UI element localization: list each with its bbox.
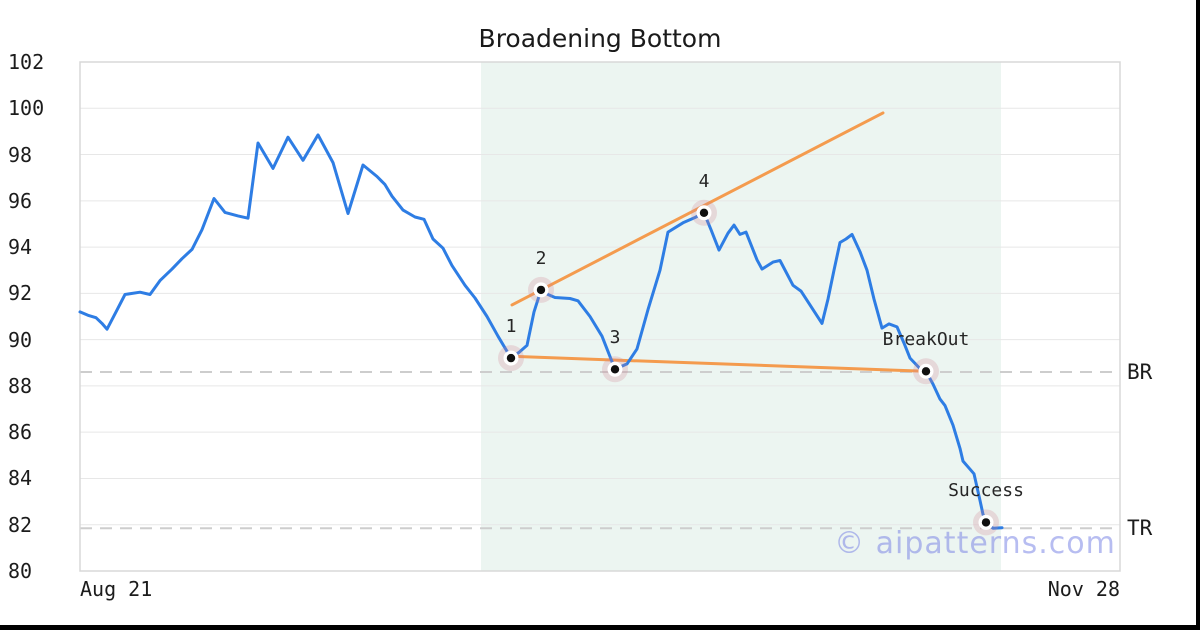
marker-dot-3 <box>610 365 620 374</box>
marker-label-4: 4 <box>698 170 710 192</box>
plot-border <box>79 61 1121 572</box>
y-tick-label: 90 <box>8 327 33 352</box>
marker-label-success: Success <box>948 480 1024 502</box>
y-tick-label: 94 <box>8 235 33 260</box>
y-tick-label: 92 <box>8 281 33 306</box>
x-tick-label-end: Nov 28 <box>1047 577 1120 601</box>
y-tick-label: 96 <box>8 188 33 213</box>
y-tick-label: 88 <box>8 373 33 398</box>
marker-dot-breakout <box>921 367 931 376</box>
y-tick-label: 100 <box>8 96 45 121</box>
watermark: © aipatterns.com <box>834 526 1116 561</box>
marker-dot-2 <box>536 285 546 295</box>
marker-label-3: 3 <box>609 327 621 349</box>
upper-broadening-line <box>510 111 885 307</box>
y-tick-label: 82 <box>8 512 33 537</box>
y-tick-label: 102 <box>8 50 45 74</box>
marker-dot-1 <box>506 353 516 363</box>
y-tick-label: 98 <box>8 142 33 167</box>
marker-label-2: 2 <box>535 247 547 269</box>
lower-broadening-line <box>509 354 928 373</box>
x-tick-label-start: Aug 21 <box>80 577 153 601</box>
chart-title: Broadening Bottom <box>478 24 722 53</box>
level-label-br: BR <box>1127 360 1153 385</box>
pattern-shaded-region <box>481 62 1001 571</box>
y-tick-label: 84 <box>8 466 33 491</box>
bottom-border <box>0 625 1200 630</box>
marker-label-1: 1 <box>505 316 517 338</box>
marker-label-breakout: BreakOut <box>882 329 970 351</box>
marker-dot-4 <box>699 208 709 217</box>
y-tick-label: 80 <box>8 559 33 583</box>
right-border <box>1196 0 1200 630</box>
marker-dot-success <box>981 518 991 527</box>
level-label-tr: TR <box>1127 516 1153 541</box>
y-tick-label: 86 <box>8 420 33 445</box>
